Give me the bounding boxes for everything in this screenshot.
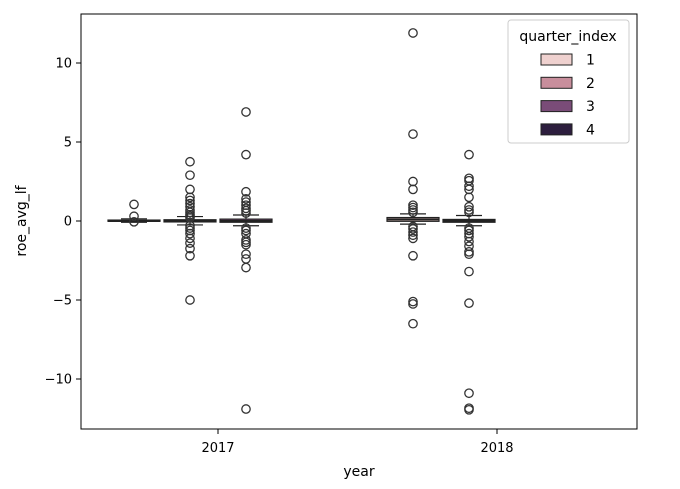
box-group-2017-q2 [163, 156, 217, 305]
box-outlier-point [241, 186, 251, 197]
box-outlier-point [185, 243, 195, 254]
box-group-2017-q1 [107, 199, 161, 227]
legend-swatch-q3 [540, 100, 573, 113]
y-tick-label: −5 [53, 294, 72, 309]
box-outlier-point [241, 249, 251, 260]
legend: quarter_index 1 2 3 4 [507, 19, 630, 144]
y-axis-label: roe_avg_lf [14, 184, 30, 256]
box-outlier-point [408, 318, 418, 329]
box-outlier-point [464, 207, 474, 218]
legend-label-q3: 3 [586, 99, 595, 115]
legend-label-q1: 1 [586, 53, 595, 69]
box-group-2018-q1 [386, 28, 440, 329]
box-outlier-point [408, 28, 418, 38]
box-outlier-point [464, 388, 474, 399]
legend-label-q2: 2 [586, 76, 595, 92]
box-group-2018-q2 [442, 149, 496, 415]
box-outlier-point [408, 299, 418, 309]
box-outlier-point [464, 181, 474, 192]
y-axis: −10 −5 0 5 10 [45, 57, 81, 388]
box-outlier-point [241, 107, 251, 117]
box-outlier-point [464, 298, 474, 309]
box-outlier-point [408, 224, 418, 234]
box-outlier-point [185, 295, 195, 305]
x-tick-label: 2017 [201, 441, 234, 456]
box-outlier-point [408, 230, 418, 241]
box-outlier-point [464, 201, 474, 212]
y-tick-label: −10 [45, 373, 72, 388]
y-tick-label: 10 [55, 57, 72, 72]
box-outlier-point [408, 129, 418, 139]
box-outlier-point [241, 225, 251, 236]
box-outlier-point [241, 208, 251, 218]
box-outlier-point [464, 231, 474, 242]
box-outlier-point [464, 266, 474, 277]
box-outlier-point [241, 262, 251, 273]
box-outlier-point [464, 192, 474, 203]
boxes-layer [107, 28, 496, 415]
box-outlier-point [241, 149, 251, 160]
box-outlier-point [464, 149, 474, 160]
legend-label-q4: 4 [586, 122, 595, 138]
box-outlier-point [185, 228, 195, 239]
box-outlier-point [185, 238, 195, 248]
x-tick-label: 2018 [480, 441, 513, 456]
box-outlier-point [185, 192, 195, 203]
box-outlier-point [185, 195, 195, 206]
y-tick-label: 5 [64, 136, 72, 151]
x-axis-label: year [343, 464, 374, 480]
box-outlier-point [408, 250, 418, 261]
y-tick-label: 0 [64, 215, 72, 230]
box-outlier-point [129, 216, 139, 227]
box-outlier-point [185, 233, 195, 244]
box-outlier-point [129, 199, 139, 210]
box-outlier-point [408, 227, 418, 237]
x-axis: 2017 2018 [201, 429, 514, 456]
legend-swatch-q2 [540, 76, 573, 89]
box-outlier-point [185, 250, 195, 261]
box-outlier-point [185, 156, 195, 167]
box-outlier-point [464, 236, 474, 247]
box-outlier-point [408, 184, 418, 195]
box-outlier-point [129, 211, 139, 222]
box-outlier-point [185, 170, 195, 181]
box-outlier-point [241, 239, 251, 250]
box-outlier-point [408, 207, 418, 218]
box-outlier-point [464, 249, 474, 260]
box-outlier-point [464, 225, 474, 236]
box-outlier-point [241, 404, 251, 414]
legend-title: quarter_index [519, 29, 616, 45]
box-outlier-point [408, 233, 418, 244]
legend-swatch-q1 [540, 53, 573, 66]
box-outlier-point [241, 194, 251, 204]
box-outlier-point [464, 404, 474, 415]
box-group-2017-q3 [219, 107, 273, 414]
legend-swatch-q4 [540, 123, 573, 136]
